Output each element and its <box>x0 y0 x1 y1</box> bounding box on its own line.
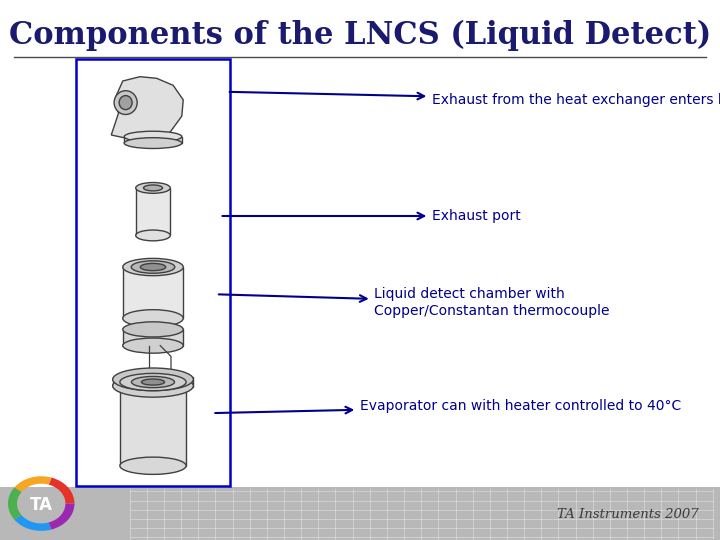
Ellipse shape <box>120 457 186 475</box>
Text: TA Instruments 2007: TA Instruments 2007 <box>557 508 698 521</box>
Ellipse shape <box>120 374 186 391</box>
Ellipse shape <box>122 338 183 353</box>
Ellipse shape <box>132 376 174 388</box>
Bar <box>76 59 230 486</box>
Polygon shape <box>111 77 183 139</box>
Bar <box>113 377 193 387</box>
Wedge shape <box>14 476 52 492</box>
Ellipse shape <box>119 96 132 110</box>
Text: Liquid detect chamber with
Copper/Constantan thermocouple: Liquid detect chamber with Copper/Consta… <box>219 287 610 318</box>
Ellipse shape <box>141 379 165 385</box>
Ellipse shape <box>125 138 181 148</box>
Wedge shape <box>49 503 74 530</box>
Wedge shape <box>49 477 74 503</box>
Bar <box>120 382 186 465</box>
Ellipse shape <box>122 258 183 275</box>
Ellipse shape <box>140 264 166 271</box>
Text: Evaporator can with heater controlled to 40°C: Evaporator can with heater controlled to… <box>215 399 681 414</box>
Text: Components of the LNCS (Liquid Detect): Components of the LNCS (Liquid Detect) <box>9 19 711 51</box>
Wedge shape <box>8 488 22 519</box>
Ellipse shape <box>143 185 163 191</box>
Bar <box>122 329 183 346</box>
Ellipse shape <box>135 183 171 193</box>
Ellipse shape <box>131 261 175 273</box>
Ellipse shape <box>113 375 193 397</box>
Text: Exhaust from the heat exchanger enters here: Exhaust from the heat exchanger enters h… <box>230 92 720 107</box>
Ellipse shape <box>122 309 183 327</box>
Bar <box>0 487 720 540</box>
Ellipse shape <box>122 322 183 337</box>
Ellipse shape <box>125 131 181 142</box>
Text: Exhaust port: Exhaust port <box>222 209 521 223</box>
Bar <box>124 137 181 143</box>
Ellipse shape <box>135 230 171 241</box>
Bar <box>135 188 170 235</box>
Wedge shape <box>14 515 52 531</box>
Ellipse shape <box>114 91 137 114</box>
Ellipse shape <box>113 368 193 391</box>
Text: TA: TA <box>30 496 53 514</box>
Bar <box>122 267 183 318</box>
